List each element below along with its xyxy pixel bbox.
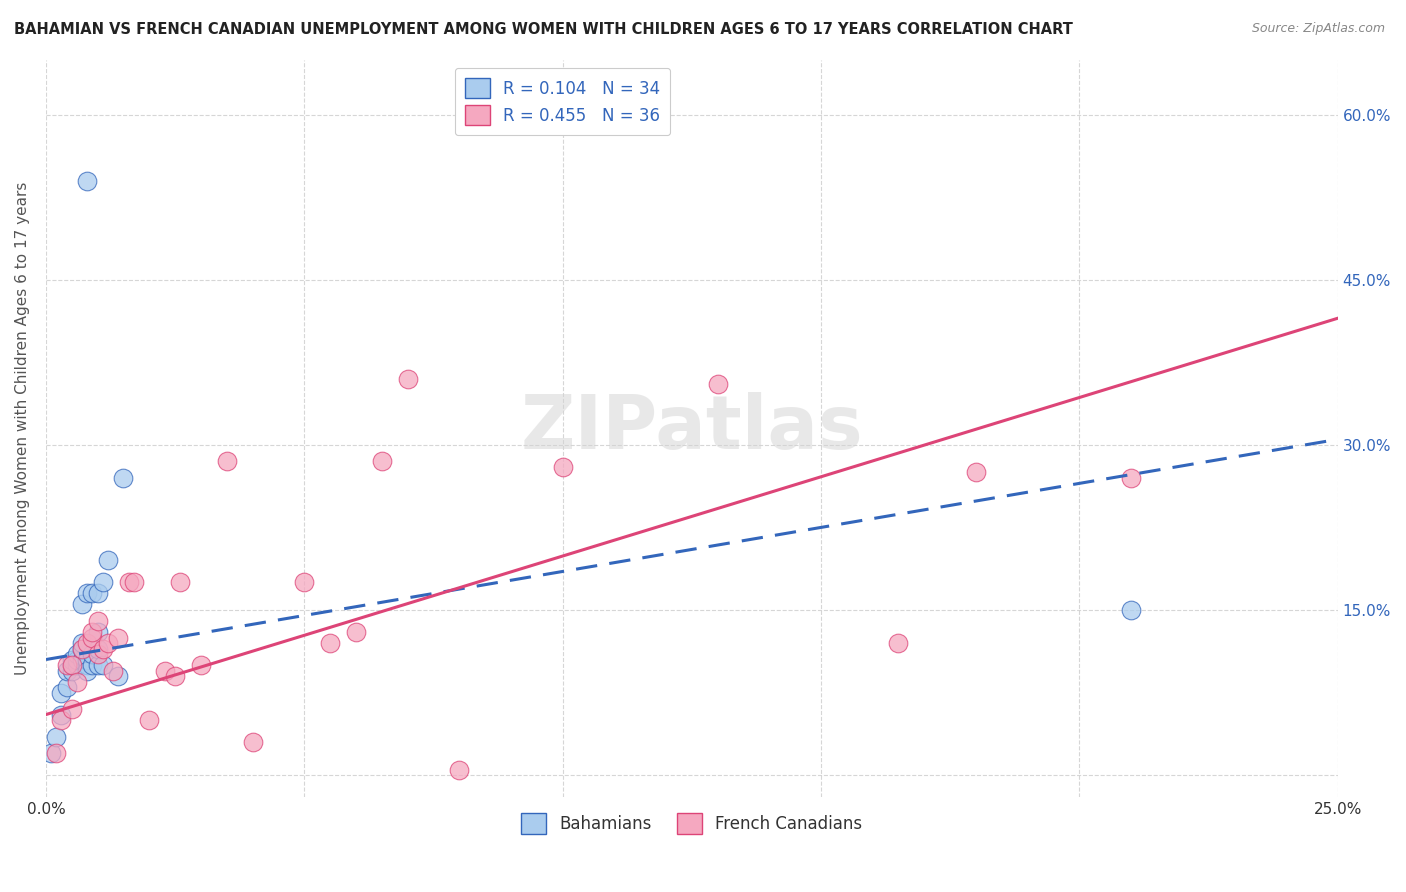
Point bbox=[165, 669, 187, 683]
Legend: Bahamians, French Canadians: Bahamians, French Canadians bbox=[515, 806, 869, 840]
Point bbox=[70, 636, 93, 650]
Point bbox=[138, 713, 160, 727]
Point bbox=[70, 641, 93, 656]
Point bbox=[965, 466, 987, 480]
Point bbox=[91, 641, 114, 656]
Point bbox=[86, 625, 108, 640]
Point bbox=[1119, 603, 1142, 617]
Point bbox=[319, 636, 342, 650]
Point bbox=[190, 658, 212, 673]
Point bbox=[449, 763, 471, 777]
Point bbox=[82, 625, 104, 640]
Point bbox=[91, 658, 114, 673]
Point bbox=[60, 664, 83, 678]
Point bbox=[76, 664, 98, 678]
Point bbox=[82, 586, 104, 600]
Point bbox=[887, 636, 910, 650]
Point bbox=[76, 174, 98, 188]
Point bbox=[70, 652, 93, 666]
Point bbox=[76, 652, 98, 666]
Point bbox=[112, 471, 135, 485]
Point bbox=[153, 664, 176, 678]
Point bbox=[86, 614, 108, 628]
Point bbox=[51, 713, 73, 727]
Point bbox=[86, 658, 108, 673]
Point bbox=[76, 586, 98, 600]
Point bbox=[70, 598, 93, 612]
Point bbox=[107, 631, 129, 645]
Point bbox=[66, 647, 89, 661]
Point bbox=[45, 746, 67, 760]
Point bbox=[66, 658, 89, 673]
Point bbox=[97, 553, 120, 567]
Point bbox=[86, 641, 108, 656]
Point bbox=[45, 730, 67, 744]
Point bbox=[86, 647, 108, 661]
Point bbox=[55, 680, 77, 694]
Point bbox=[82, 647, 104, 661]
Point bbox=[86, 586, 108, 600]
Point bbox=[60, 658, 83, 673]
Point bbox=[706, 377, 728, 392]
Point bbox=[60, 652, 83, 666]
Point bbox=[122, 575, 145, 590]
Point bbox=[55, 664, 77, 678]
Point bbox=[1119, 471, 1142, 485]
Point bbox=[371, 454, 394, 468]
Point bbox=[82, 658, 104, 673]
Point bbox=[97, 636, 120, 650]
Point bbox=[76, 658, 98, 673]
Point bbox=[101, 664, 124, 678]
Point bbox=[117, 575, 139, 590]
Point bbox=[51, 685, 73, 699]
Point bbox=[242, 735, 264, 749]
Point bbox=[60, 658, 83, 673]
Point bbox=[292, 575, 315, 590]
Point bbox=[39, 746, 62, 760]
Point bbox=[82, 631, 104, 645]
Text: Source: ZipAtlas.com: Source: ZipAtlas.com bbox=[1251, 22, 1385, 36]
Point bbox=[91, 575, 114, 590]
Point bbox=[60, 702, 83, 716]
Point bbox=[55, 658, 77, 673]
Point bbox=[344, 625, 367, 640]
Y-axis label: Unemployment Among Women with Children Ages 6 to 17 years: Unemployment Among Women with Children A… bbox=[15, 182, 30, 675]
Text: BAHAMIAN VS FRENCH CANADIAN UNEMPLOYMENT AMONG WOMEN WITH CHILDREN AGES 6 TO 17 : BAHAMIAN VS FRENCH CANADIAN UNEMPLOYMENT… bbox=[14, 22, 1073, 37]
Point bbox=[66, 652, 89, 666]
Point bbox=[215, 454, 238, 468]
Point bbox=[169, 575, 191, 590]
Point bbox=[107, 669, 129, 683]
Point bbox=[396, 372, 419, 386]
Text: ZIPatlas: ZIPatlas bbox=[520, 392, 863, 465]
Point bbox=[76, 636, 98, 650]
Point bbox=[70, 641, 93, 656]
Point bbox=[551, 459, 574, 474]
Point bbox=[66, 674, 89, 689]
Point bbox=[51, 707, 73, 722]
